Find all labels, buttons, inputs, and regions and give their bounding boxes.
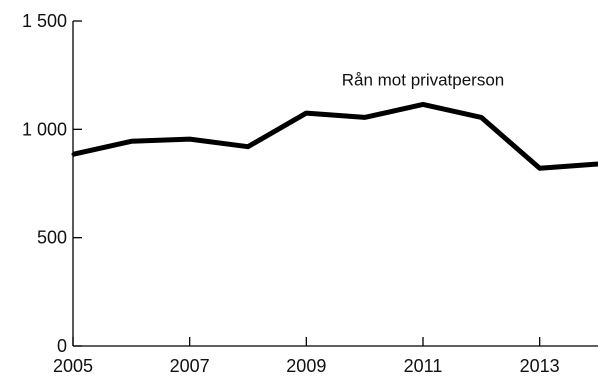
series-annotation: Rån mot privatperson <box>342 71 505 90</box>
data-point-2012 <box>479 115 483 119</box>
data-point-2007 <box>188 137 192 141</box>
data-point-2008 <box>246 145 250 149</box>
data-point-2011 <box>421 102 425 106</box>
data-point-2013 <box>538 166 542 170</box>
x-tick-label-2007: 2007 <box>170 356 210 376</box>
x-tick-label-2011: 2011 <box>404 356 443 376</box>
x-tick-label-2013: 2013 <box>520 356 560 376</box>
y-tick-label-500: 500 <box>37 228 67 248</box>
x-tick-label-2009: 2009 <box>286 356 326 376</box>
data-point-2005 <box>71 152 75 156</box>
series-line-0 <box>72 101 598 171</box>
x-axis-ticks: 2005 2007 2009 2011 2013 <box>53 337 560 376</box>
y-tick-label-0: 0 <box>57 336 67 356</box>
data-point-2009 <box>304 111 308 115</box>
y-axis-ticks: 0 500 1 000 1 500 <box>22 11 82 356</box>
annotation-group: Rån mot privatperson <box>342 71 505 90</box>
data-point-2006 <box>129 139 133 143</box>
y-tick-label-1000: 1 000 <box>22 119 67 139</box>
y-tick-label-1500: 1 500 <box>22 11 67 31</box>
series-group <box>71 101 598 171</box>
x-tick-label-2005: 2005 <box>53 356 93 376</box>
data-point-2010 <box>363 115 367 119</box>
